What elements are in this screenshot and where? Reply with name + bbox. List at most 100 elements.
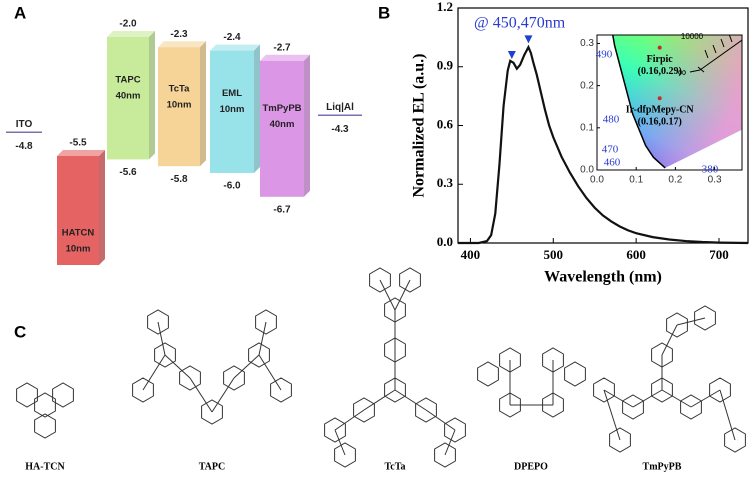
locus-label: 480 [603, 114, 620, 126]
inset-frame [596, 34, 743, 171]
layer-side-face [304, 54, 310, 197]
ring [622, 394, 644, 420]
layer-side-face [99, 150, 105, 265]
bond [661, 324, 678, 356]
locus-label: 380 [702, 164, 719, 176]
level-label: -5.5 [69, 138, 87, 149]
bond [394, 389, 427, 411]
ring [384, 297, 406, 323]
ring [334, 442, 356, 468]
structure-label: TcTa [385, 461, 406, 472]
ring [694, 305, 716, 331]
level-label: -6.7 [273, 204, 291, 215]
bond [157, 321, 166, 356]
layer-thickness: 10nm [66, 244, 91, 255]
ring [369, 267, 391, 293]
inset-y-tick-label: 0.3 [580, 38, 594, 49]
layer-side-face [149, 31, 155, 160]
ring [16, 382, 38, 408]
ring [399, 267, 421, 293]
bond [233, 354, 260, 379]
layer-side-face [200, 41, 206, 167]
layer-top-face [57, 150, 105, 156]
bond [379, 279, 396, 311]
x-tick-label: 700 [709, 247, 729, 262]
bond [632, 389, 663, 408]
ring [434, 442, 456, 468]
point-label: (0.16,0.17) [638, 117, 682, 128]
ring [255, 309, 277, 335]
inset-x-tick-label: 0.1 [629, 175, 643, 186]
ring [132, 377, 154, 403]
ring [201, 399, 223, 425]
bond [425, 409, 456, 431]
level-label: -2.3 [170, 29, 188, 40]
locus-label: 470 [602, 144, 619, 156]
structure-label: TAPC [199, 461, 225, 472]
layer-top-face [210, 44, 260, 51]
ring [52, 382, 74, 408]
layer-thickness: 40nm [116, 90, 141, 101]
ring [542, 347, 564, 373]
y-tick-label: 0.9 [437, 58, 454, 73]
planckian-label: 10000 [681, 32, 704, 41]
level-label: -4.3 [331, 124, 349, 135]
level-label: -6.0 [223, 181, 241, 192]
y-tick-label: 0.6 [437, 116, 454, 131]
inset-x-tick-label: 0.3 [708, 175, 722, 186]
locus-label: 490 [596, 49, 613, 61]
ring [499, 347, 521, 373]
cie-point [657, 45, 662, 50]
ring [499, 392, 521, 418]
inset-x-tick-label: 0.0 [590, 175, 604, 186]
y-tick-label: 0.3 [437, 175, 454, 190]
ring [415, 397, 437, 423]
ring [223, 365, 245, 391]
ring [651, 377, 673, 403]
bond [603, 389, 634, 408]
point-name: Firpic [647, 54, 674, 65]
x-tick-label: 400 [461, 247, 481, 262]
planckian-locus [689, 35, 742, 73]
annotation: @ 450,470nm [474, 15, 566, 32]
ring [724, 427, 746, 453]
bond [603, 389, 621, 441]
structure-label: TmPyPB [643, 461, 682, 472]
layer-box [57, 156, 99, 265]
panel-label: B [378, 3, 390, 22]
bond [258, 321, 267, 356]
layer-box [158, 47, 200, 167]
locus-label: 460 [604, 157, 621, 169]
ring [564, 361, 586, 387]
inset-x-tick-label: 0.2 [668, 175, 682, 186]
el-curve [458, 44, 749, 245]
bond [661, 389, 692, 408]
layer-name: TcTa [169, 83, 190, 94]
bond [363, 389, 396, 411]
bond [690, 389, 721, 408]
planckian-label: ∞ [678, 65, 687, 79]
point-name: Ir-dfpMepy-CN [626, 105, 695, 116]
bond [719, 389, 736, 441]
y-tick-label: 0.0 [437, 234, 453, 249]
layer-name: HATCN [62, 228, 95, 239]
bond [394, 279, 411, 311]
bond [142, 354, 166, 391]
ring [154, 342, 176, 368]
layer-name: EML [222, 88, 242, 99]
level-label: -2.4 [223, 32, 241, 43]
peak-marker [507, 51, 516, 59]
electrode-name: Liq|Al [326, 102, 354, 113]
layer-name: TmPyPB [262, 103, 301, 114]
x-tick-label: 500 [544, 247, 564, 262]
ring [270, 377, 292, 403]
layer-name: TAPC [115, 74, 140, 85]
layer-top-face [260, 54, 310, 61]
level-label: -2.7 [273, 42, 291, 53]
bond [211, 377, 235, 413]
level-label: -5.6 [119, 167, 137, 178]
ring [542, 392, 564, 418]
ring [609, 427, 631, 453]
ring [384, 337, 406, 363]
